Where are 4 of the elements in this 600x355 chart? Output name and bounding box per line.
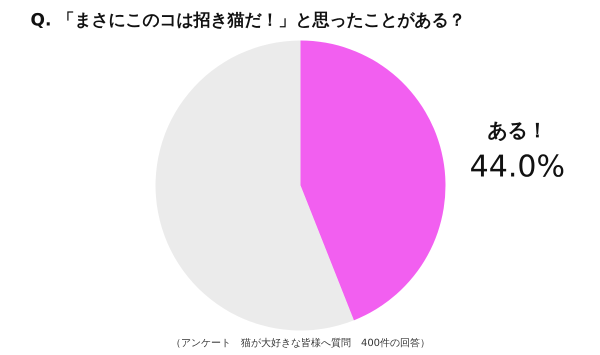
data-label: 44.0% xyxy=(470,149,565,184)
text: （アンケート 猫が大好きな皆様へ質問 400件の回答） xyxy=(170,337,430,349)
chart-title: Q. 「まさにこのコは招き猫だ！」と思ったことがある？ xyxy=(30,10,466,30)
slice-label: ある！ xyxy=(487,118,548,142)
